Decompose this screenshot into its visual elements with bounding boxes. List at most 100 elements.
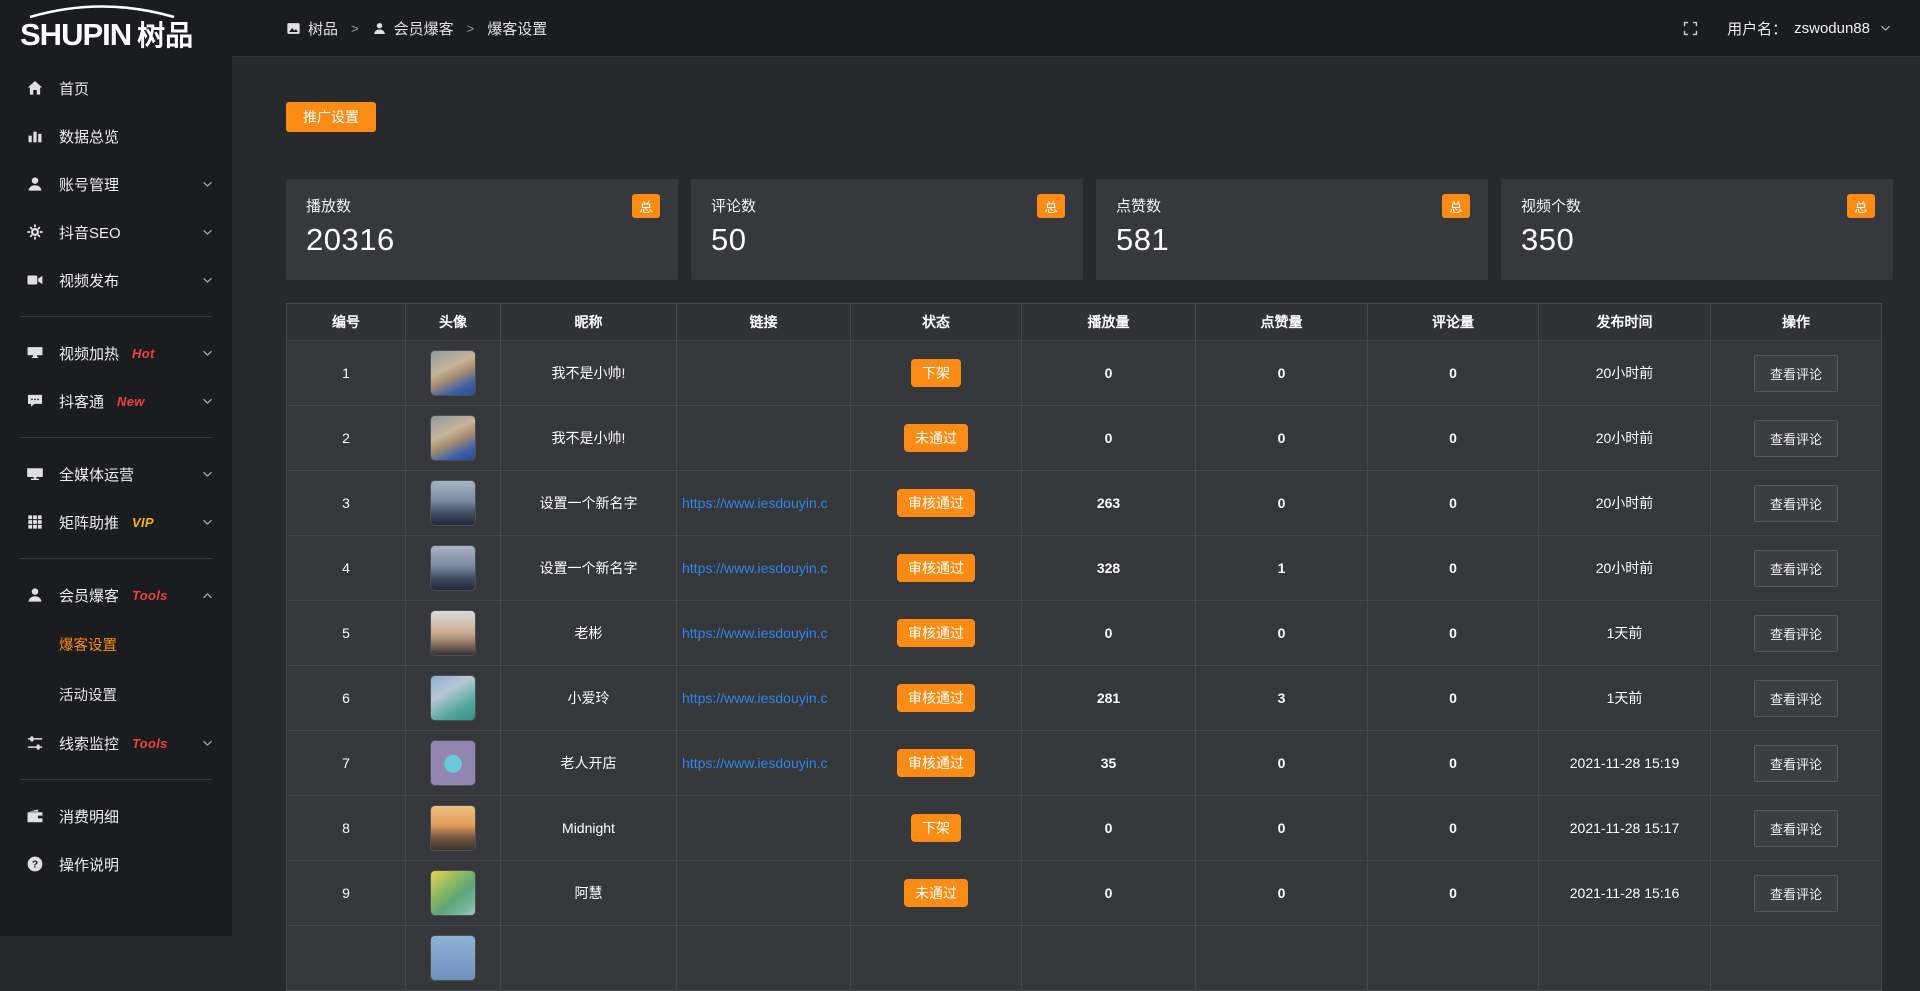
sidebar-item-video-heating[interactable]: 视频加热 Hot — [0, 329, 232, 377]
sidebar-item-label: 账号管理 — [59, 176, 120, 194]
breadcrumb-item-3: 爆客设置 — [487, 18, 547, 39]
stat-card-2: 评论数 总 50 — [691, 179, 1083, 280]
table-row: 6 小爱玲 https://www.iesdouyin.c 审核通过 281 3 0 1天前 查… — [286, 665, 1882, 731]
screen-icon — [27, 347, 43, 358]
sidebar-subitem-activity-settings[interactable]: 活动设置 — [59, 687, 117, 704]
sidebar-item-label: 会员爆客 — [59, 587, 120, 605]
profile-link[interactable]: https://www.iesdouyin.c — [682, 690, 828, 706]
chevron-down-icon — [1881, 25, 1890, 31]
profile-link[interactable]: https://www.iesdouyin.c — [682, 495, 828, 511]
cell-action: 查看评论 — [1710, 600, 1882, 666]
sidebar-item-douyin-seo[interactable]: 抖音SEO — [0, 208, 232, 256]
breadcrumb-item-1[interactable]: 树品 — [286, 18, 338, 39]
cell-plays: 0 — [1021, 340, 1196, 406]
home-icon — [27, 80, 43, 95]
profile-link[interactable]: https://www.iesdouyin.c — [682, 625, 828, 641]
table-row: 7 老人开店 https://www.iesdouyin.c 审核通过 35 0 0 2021… — [286, 730, 1882, 796]
avatar — [431, 611, 475, 655]
view-comments-button[interactable]: 查看评论 — [1753, 419, 1838, 457]
cell-action: 查看评论 — [1710, 535, 1882, 601]
stat-card-1: 播放数 总 20316 — [286, 179, 678, 280]
chevron-down-icon — [203, 229, 212, 235]
breadcrumb-label: 爆客设置 — [487, 20, 548, 38]
sidebar-item-video-publish[interactable]: 视频发布 — [0, 256, 232, 304]
cell-link: https://www.iesdouyin.c — [676, 470, 851, 536]
user-icon — [373, 22, 385, 34]
view-comments-button[interactable]: 查看评论 — [1753, 549, 1838, 587]
cell-likes: 0 — [1195, 470, 1368, 536]
cell-no: 2 — [286, 405, 406, 471]
user-menu[interactable]: 用户名： zswodun88 — [1727, 18, 1892, 39]
view-comments-button[interactable]: 查看评论 — [1753, 744, 1838, 782]
image-icon — [287, 22, 300, 34]
cell-link — [676, 795, 851, 861]
sidebar-item-label: 视频加热 — [59, 345, 120, 363]
cell-likes: 0 — [1195, 340, 1368, 406]
chevron-down-icon — [203, 471, 212, 477]
view-comments-button[interactable]: 查看评论 — [1753, 679, 1838, 717]
avatar — [431, 806, 475, 850]
stat-value: 350 — [1521, 222, 1575, 257]
cell-publish-time: 20小时前 — [1538, 405, 1711, 471]
sidebar-item-account-management[interactable]: 账号管理 — [0, 160, 232, 208]
cell-link: https://www.iesdouyin.c — [676, 665, 851, 731]
column-header: 链接 — [676, 303, 851, 341]
column-header: 操作 — [1710, 303, 1882, 341]
table-row: 3 设置一个新名字 https://www.iesdouyin.c 审核通过 263 0 0… — [286, 470, 1882, 536]
status-badge: 审核通过 — [897, 749, 975, 777]
sidebar-item-douketong[interactable]: 抖客通 New — [0, 377, 232, 425]
table-row: 2 我不是小帅! 未通过 0 0 0 20小时前 查看评论 — [286, 405, 1882, 471]
cell-publish-time: 2021-11-28 15:19 — [1538, 730, 1711, 796]
view-comments-button[interactable]: 查看评论 — [1753, 484, 1838, 522]
cell-action — [1710, 925, 1882, 991]
sidebar-divider — [20, 316, 212, 317]
column-header: 昵称 — [500, 303, 677, 341]
view-comments-button[interactable]: 查看评论 — [1753, 874, 1838, 912]
chevron-down-icon — [203, 181, 212, 187]
breadcrumb-item-2[interactable]: 会员爆客 — [372, 18, 454, 39]
cell-no: 3 — [286, 470, 406, 536]
sidebar-item-matrix-boost[interactable]: 矩阵助推 VIP — [0, 498, 232, 546]
cell-comments: 0 — [1367, 470, 1539, 536]
sidebar-nav: 首页数据总览账号管理抖音SEO 视频发布视频加热 Hot 抖客通 New 全媒体运营矩阵助… — [0, 64, 232, 888]
cell-likes: 0 — [1195, 600, 1368, 666]
accounts-table: 编号 头像 昵称 链接 状态 播放量 点赞量 评论量 发布时间 操作 1 我不是小帅! 下架 0 0 0 20小… — [286, 303, 1882, 991]
cell-likes: 0 — [1195, 730, 1368, 796]
sidebar-item-label: 数据总览 — [59, 128, 120, 146]
sidebar-divider — [20, 437, 212, 438]
sidebar-item-label: 全媒体运营 — [59, 466, 135, 484]
view-comments-button[interactable]: 查看评论 — [1753, 614, 1838, 652]
cell-link: https://www.iesdouyin.c — [676, 730, 851, 796]
breadcrumb-separator: > — [351, 20, 359, 36]
sidebar-subitem-baoke-settings[interactable]: 爆客设置 — [59, 637, 117, 654]
cell-avatar — [405, 925, 501, 991]
cell-plays: 328 — [1021, 535, 1196, 601]
promo-settings-button[interactable]: 推广设置 — [286, 102, 376, 132]
avatar — [431, 741, 475, 785]
cell-comments: 0 — [1367, 730, 1539, 796]
cell-no — [286, 925, 406, 991]
sidebar-item-consumption-detail[interactable]: 消费明细 — [0, 792, 232, 840]
profile-link[interactable]: https://www.iesdouyin.c — [682, 755, 828, 771]
sidebar-item-clue-monitor[interactable]: 线索监控 Tools — [0, 719, 232, 767]
sidebar-item-all-media-operation[interactable]: 全媒体运营 — [0, 450, 232, 498]
cell-nickname: 我不是小帅! — [500, 405, 677, 471]
cell-nickname: 设置一个新名字 — [500, 535, 677, 601]
column-header: 状态 — [850, 303, 1022, 341]
cell-no: 1 — [286, 340, 406, 406]
username-value: zswodun88 — [1794, 19, 1870, 37]
sidebar-item-operation-guide[interactable]: ? 操作说明 — [0, 840, 232, 888]
cell-plays: 0 — [1021, 795, 1196, 861]
profile-link[interactable]: https://www.iesdouyin.c — [682, 560, 828, 576]
cell-publish-time: 2021-11-28 15:17 — [1538, 795, 1711, 861]
view-comments-button[interactable]: 查看评论 — [1753, 354, 1838, 392]
monitor-icon — [27, 468, 43, 480]
cell-comments: 0 — [1367, 535, 1539, 601]
sidebar-item-data-overview[interactable]: 数据总览 — [0, 112, 232, 160]
sidebar-item-home[interactable]: 首页 — [0, 64, 232, 112]
sidebar-item-member-baoke[interactable]: 会员爆客 Tools — [0, 571, 232, 619]
view-comments-button[interactable]: 查看评论 — [1753, 809, 1838, 847]
cell-likes: 1 — [1195, 535, 1368, 601]
sidebar: SHUPIN 树品 首页 数据总览 账号管理 抖音SEO 视频发布 视频加热 Hot 抖客通 Ne… — [0, 0, 232, 936]
fullscreen-icon[interactable] — [1682, 20, 1699, 37]
